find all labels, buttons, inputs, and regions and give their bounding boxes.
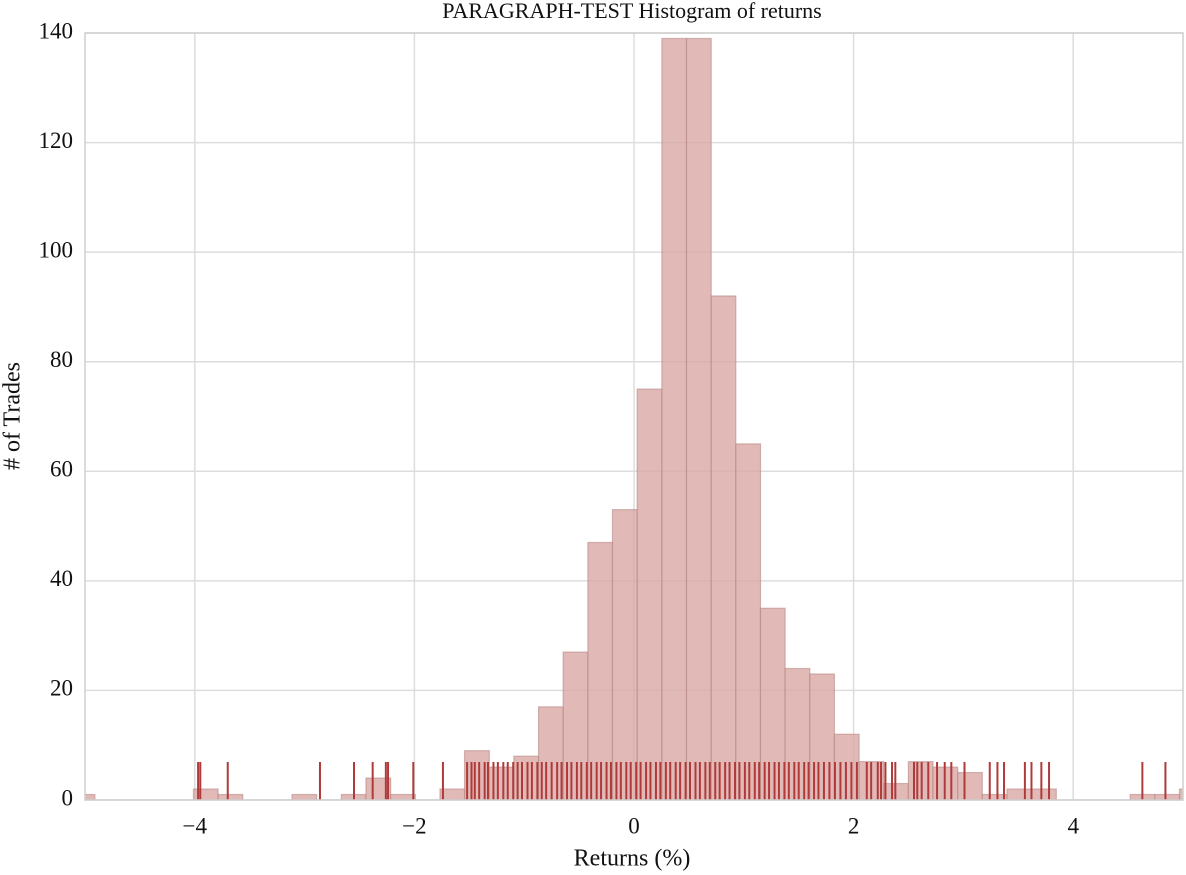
bar <box>710 295 737 800</box>
rug <box>197 762 1167 800</box>
bar <box>217 793 244 800</box>
bar <box>1178 788 1183 800</box>
bar <box>85 793 96 800</box>
y-tick-label: 0 <box>62 785 74 810</box>
y-tick-label: 100 <box>39 237 74 262</box>
x-axis-label: Returns (%) <box>574 846 691 872</box>
x-tick-label: 4 <box>1067 813 1079 838</box>
bar <box>390 793 416 800</box>
y-tick-label: 60 <box>50 457 73 482</box>
x-tick-label: 2 <box>848 813 860 838</box>
labels: 0 20 40 60 80 100 120 140 −4 −2 0 2 4 <box>39 18 1080 838</box>
y-tick-label: 140 <box>39 18 74 43</box>
bar <box>587 541 614 800</box>
plot-frame <box>84 32 1184 801</box>
y-tick-label: 120 <box>39 128 74 153</box>
bar <box>1154 793 1181 800</box>
y-tick-label: 40 <box>50 566 73 591</box>
bar <box>291 793 318 800</box>
y-axis-label: # of Trades <box>0 362 26 470</box>
x-tick-label: 0 <box>628 813 640 838</box>
bar <box>1030 788 1057 800</box>
bar <box>365 777 392 800</box>
bar <box>1006 788 1033 800</box>
x-tick-label: −2 <box>402 813 426 838</box>
bar <box>735 443 762 800</box>
y-tick-label: 20 <box>50 676 73 701</box>
bar <box>661 37 688 800</box>
x-tick-label: −4 <box>183 813 208 838</box>
y-tick-label: 80 <box>50 347 73 372</box>
bar <box>957 772 983 800</box>
bar <box>611 509 638 800</box>
bar <box>636 388 663 800</box>
chart-title: PARAGRAPH-TEST Histogram of returns <box>442 0 822 23</box>
bar <box>685 37 712 800</box>
